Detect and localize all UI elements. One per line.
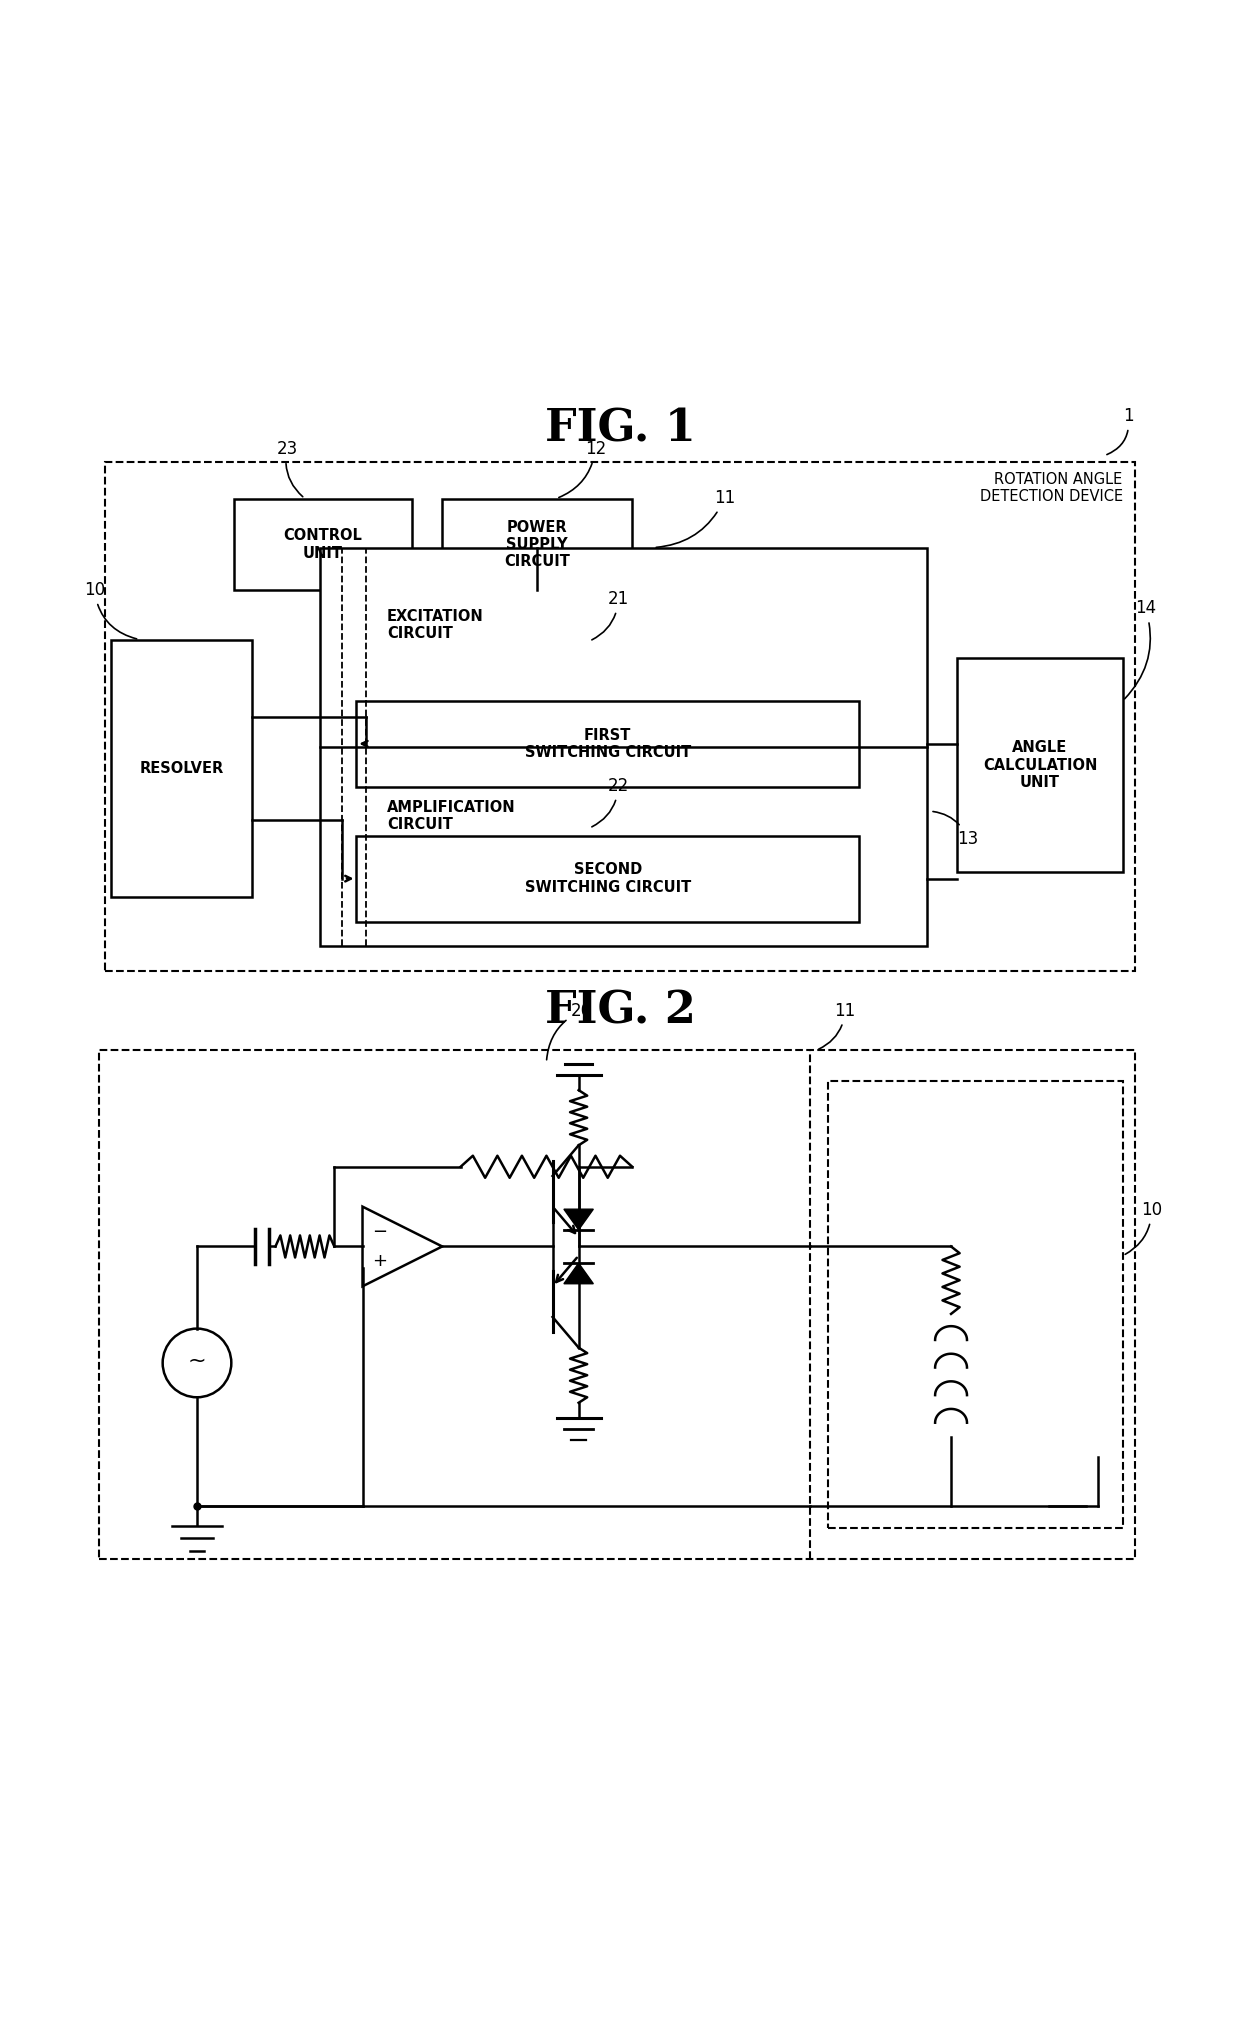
Text: AMPLIFICATION
CIRCUIT: AMPLIFICATION CIRCUIT (387, 799, 516, 831)
Text: 20: 20 (547, 1001, 591, 1060)
Text: RESOLVER: RESOLVER (140, 760, 223, 776)
Text: FIG. 2: FIG. 2 (544, 989, 696, 1032)
Bar (443, 499, 632, 590)
Text: ANGLE
CALCULATION
UNIT: ANGLE CALCULATION UNIT (983, 740, 1097, 791)
Bar (828, 1080, 1122, 1528)
Bar (112, 641, 252, 898)
Bar (356, 835, 859, 922)
Text: 23: 23 (277, 440, 303, 497)
Bar (957, 659, 1122, 872)
Text: 12: 12 (559, 440, 606, 497)
Text: FIRST
SWITCHING CIRCUIT: FIRST SWITCHING CIRCUIT (525, 728, 691, 760)
Bar (99, 1050, 1135, 1559)
Polygon shape (564, 1263, 593, 1283)
Text: FIG. 1: FIG. 1 (544, 407, 696, 450)
Text: 13: 13 (932, 811, 978, 847)
Text: 10: 10 (1125, 1200, 1162, 1255)
Text: SECOND
SWITCHING CIRCUIT: SECOND SWITCHING CIRCUIT (525, 861, 691, 894)
Text: POWER
SUPPLY
CIRCUIT: POWER SUPPLY CIRCUIT (505, 519, 570, 570)
Text: 22: 22 (591, 776, 629, 827)
Bar (320, 547, 926, 947)
Text: +: + (372, 1253, 387, 1269)
Text: CONTROL
UNIT: CONTROL UNIT (283, 529, 362, 561)
Text: −: − (372, 1222, 387, 1241)
Text: 1: 1 (1107, 407, 1133, 454)
Polygon shape (564, 1210, 593, 1230)
Bar (105, 462, 1135, 971)
Bar (234, 499, 412, 590)
Text: 11: 11 (818, 1001, 856, 1050)
Text: 11: 11 (656, 489, 735, 547)
Text: 21: 21 (591, 590, 629, 641)
Text: ROTATION ANGLE
DETECTION DEVICE: ROTATION ANGLE DETECTION DEVICE (980, 472, 1122, 505)
Text: 14: 14 (1125, 600, 1156, 699)
Text: EXCITATION
CIRCUIT: EXCITATION CIRCUIT (387, 608, 484, 641)
Text: 10: 10 (84, 582, 136, 639)
Bar (356, 701, 859, 786)
Text: ~: ~ (187, 1350, 206, 1370)
